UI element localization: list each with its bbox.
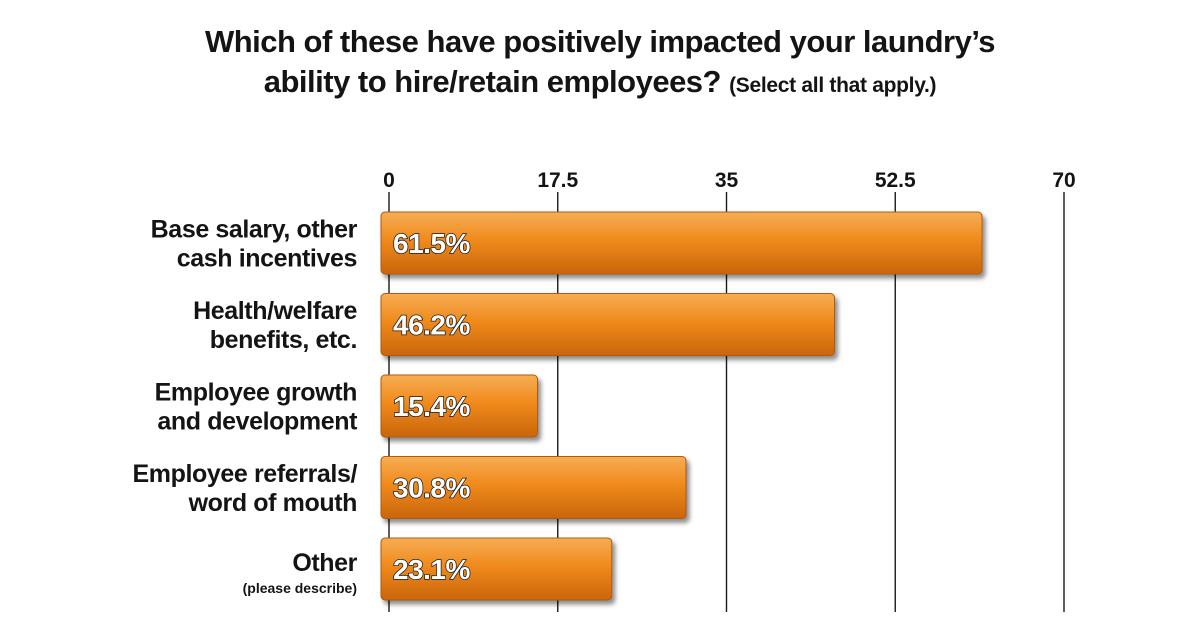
category-label: Employee growth <box>155 379 357 407</box>
category-label: Other <box>292 549 357 577</box>
title-note: (Select all that apply.) <box>729 74 937 97</box>
title-line-2: ability to hire/retain employees? (Selec… <box>0 62 1200 106</box>
category-label: Base salary, other <box>151 216 358 244</box>
chart-title: Which of these have positively impacted … <box>0 22 1200 106</box>
bar <box>380 537 613 601</box>
x-tick-label: 0 <box>383 169 395 192</box>
bar <box>380 293 835 356</box>
x-tick-label: 35 <box>715 169 739 192</box>
bar <box>380 456 687 519</box>
category-label: Employee referrals/ <box>133 460 358 488</box>
title-line-1: Which of these have positively impacted … <box>204 24 996 59</box>
bar-value-label: 23.1% <box>393 554 470 585</box>
category-label: and development <box>157 408 358 436</box>
category-sublabel: (please describe) <box>243 580 357 596</box>
bar-value-label: 61.5% <box>393 228 470 259</box>
x-tick-label: 17.5 <box>537 169 578 192</box>
x-axis-ticks: 0 17.5 35 52.5 70 <box>383 169 1076 192</box>
bars: 61.5% 46.2% 15.4% 30.8% 23.1% <box>380 211 983 601</box>
x-tick-label: 52.5 <box>875 169 916 192</box>
category-label: word of mouth <box>188 489 357 517</box>
category-label: benefits, etc. <box>210 326 357 354</box>
bar-value-label: 30.8% <box>393 473 470 504</box>
bar-value-label: 46.2% <box>393 310 470 341</box>
bar <box>380 211 983 275</box>
category-label: Health/welfare <box>193 297 357 325</box>
bar-value-label: 15.4% <box>393 391 470 422</box>
title-line-2-text: ability to hire/retain employees? <box>263 64 722 99</box>
category-label: cash incentives <box>177 245 357 273</box>
x-tick-label: 70 <box>1052 169 1075 192</box>
bar <box>380 374 538 438</box>
